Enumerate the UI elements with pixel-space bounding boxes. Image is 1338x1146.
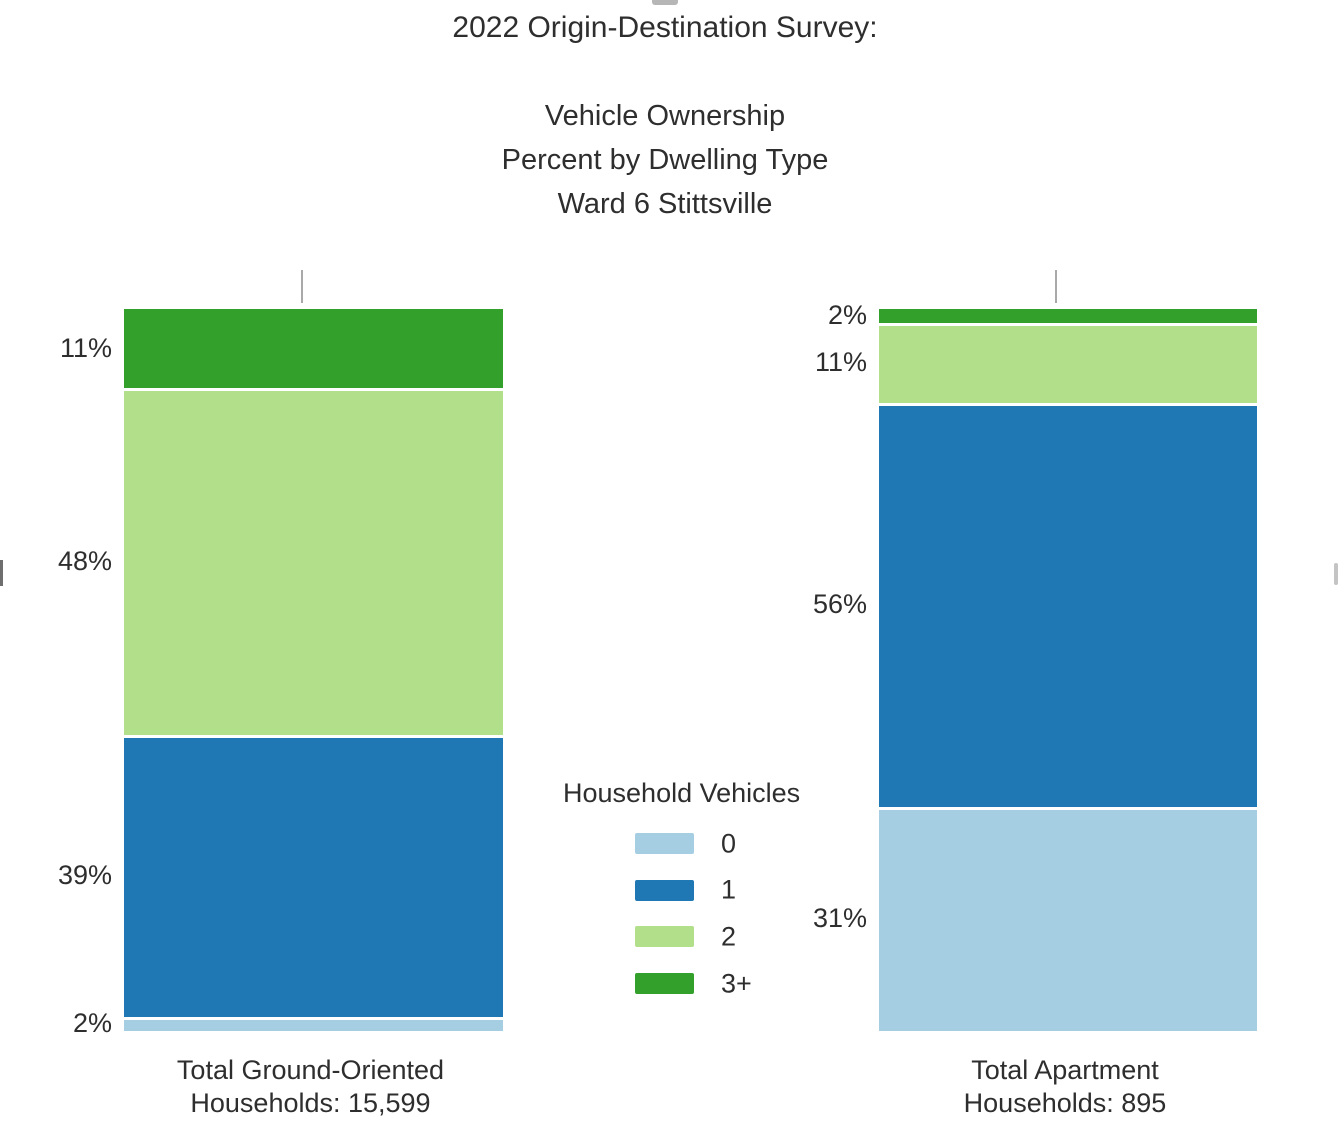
category-label: Total Ground-Oriented Households: 15,599 bbox=[177, 1054, 444, 1120]
chart-subtitle: Vehicle Ownership Percent by Dwelling Ty… bbox=[0, 94, 1330, 226]
legend-label-3plus: 3+ bbox=[721, 968, 752, 999]
bar-segment-vehicles-2 bbox=[124, 388, 503, 735]
legend-label-1: 1 bbox=[721, 874, 737, 905]
chart-subtitle-line-3: Ward 6 Stittsville bbox=[557, 188, 773, 220]
legend-swatch-2 bbox=[635, 926, 694, 948]
category-label: Total Apartment Households: 895 bbox=[964, 1054, 1167, 1120]
legend-swatch-3plus bbox=[635, 973, 694, 995]
segment-percent-label: 2% bbox=[827, 300, 867, 331]
segment-percent-label: 56% bbox=[812, 588, 867, 619]
category-label-line: Total Ground-Oriented bbox=[176, 1055, 445, 1085]
bar-segment-vehicles-0 bbox=[879, 807, 1257, 1031]
bar-segment-vehicles-1 bbox=[124, 734, 503, 1017]
legend-swatch-0 bbox=[635, 833, 694, 854]
chart-subtitle-line-2: Percent by Dwelling Type bbox=[501, 144, 829, 176]
bar-segment-vehicles-3+ bbox=[124, 309, 503, 389]
segment-percent-label: 2% bbox=[72, 1007, 112, 1038]
segment-percent-label: 48% bbox=[57, 545, 112, 576]
category-tick bbox=[1055, 270, 1057, 303]
category-label-line: Households: 15,599 bbox=[190, 1088, 431, 1118]
bar-segment-vehicles-0 bbox=[124, 1016, 503, 1031]
category-label-line: Households: 895 bbox=[963, 1088, 1167, 1118]
legend-title: Household Vehicles bbox=[563, 778, 801, 808]
segment-percent-label: 39% bbox=[57, 859, 112, 890]
chart-title: 2022 Origin-Destination Survey: bbox=[452, 11, 878, 44]
clipped-edge-artifact-right bbox=[1334, 563, 1338, 585]
bar-segment-vehicles-2 bbox=[879, 323, 1257, 403]
bar-segment-vehicles-3+ bbox=[879, 309, 1257, 324]
category-label-line: Total Apartment bbox=[971, 1055, 1159, 1085]
segment-percent-label: 11% bbox=[59, 332, 112, 363]
clipped-edge-artifact-top bbox=[652, 0, 678, 5]
legend-swatch-1 bbox=[635, 879, 694, 901]
legend-label-0: 0 bbox=[721, 828, 737, 858]
segment-percent-label: 31% bbox=[812, 902, 867, 933]
clipped-edge-artifact-left bbox=[0, 560, 3, 586]
bar-segment-vehicles-1 bbox=[879, 402, 1257, 808]
chart-subtitle-line-1: Vehicle Ownership bbox=[544, 100, 786, 132]
category-tick bbox=[300, 270, 303, 303]
legend-label-2: 2 bbox=[721, 921, 737, 952]
segment-percent-label: 11% bbox=[814, 347, 867, 378]
